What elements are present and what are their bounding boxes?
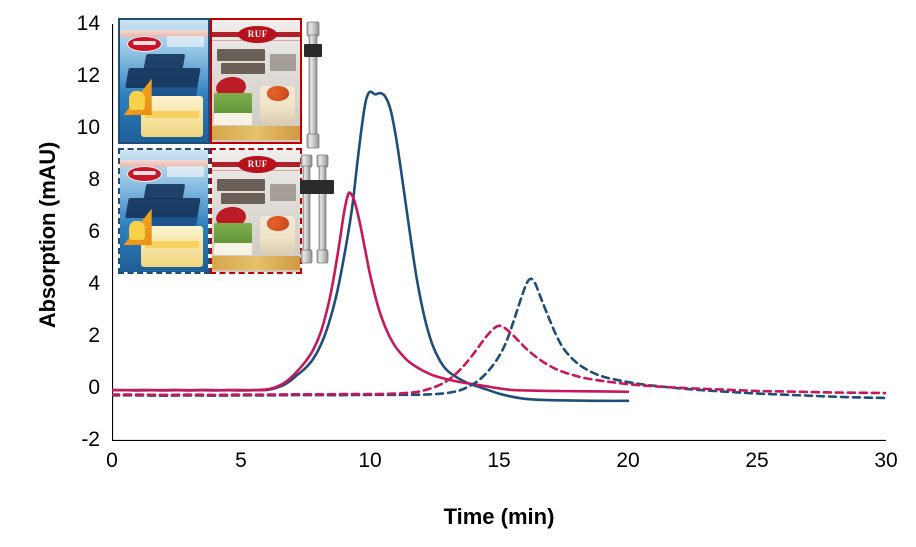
series-line-3 <box>112 324 886 397</box>
y-tick-label: 8 <box>88 168 100 191</box>
x-tick-label: 25 <box>745 449 769 472</box>
x-tick-label: 15 <box>487 449 511 472</box>
y-tick-label: 10 <box>76 116 100 139</box>
x-tick-label: 0 <box>106 449 118 472</box>
inset-legend <box>118 18 340 274</box>
oetker-package-artwork <box>120 20 208 142</box>
y-tick-label: -2 <box>81 428 100 451</box>
x-axis-tick-labels: 0 5 10 15 20 25 30 <box>0 449 916 489</box>
series-line-2 <box>112 277 886 400</box>
y-axis-tick-labels: 14 12 10 8 6 4 2 0 -2 <box>44 0 100 547</box>
ruf-package-artwork <box>212 150 300 272</box>
x-tick-label: 10 <box>358 449 382 472</box>
x-tick-label: 30 <box>874 449 898 472</box>
ruf-package-artwork <box>212 20 300 142</box>
oetker-package-artwork <box>120 150 208 272</box>
plot-area <box>112 24 886 441</box>
series-line-1 <box>112 191 630 394</box>
legend-image-oetker-solid <box>118 18 210 144</box>
y-tick-label: 2 <box>88 324 100 347</box>
single-column-icon <box>304 21 322 149</box>
column-icons <box>300 21 334 264</box>
x-tick-label: 20 <box>616 449 640 472</box>
x-tick-label: 5 <box>235 449 247 472</box>
legend-image-ruf-solid <box>210 18 302 144</box>
y-tick-label: 0 <box>88 376 100 399</box>
y-tick-label: 6 <box>88 220 100 243</box>
hplc-column-diagrams <box>300 16 340 270</box>
x-axis-title: Time (min) <box>443 504 555 529</box>
chart-canvas <box>112 24 886 441</box>
y-tick-label: 12 <box>76 64 100 87</box>
legend-image-ruf-dashed <box>210 148 302 274</box>
two-column-series-icon <box>300 154 334 264</box>
y-tick-label: 4 <box>88 272 100 295</box>
y-tick-label: 14 <box>76 12 100 35</box>
legend-image-oetker-dashed <box>118 148 210 274</box>
